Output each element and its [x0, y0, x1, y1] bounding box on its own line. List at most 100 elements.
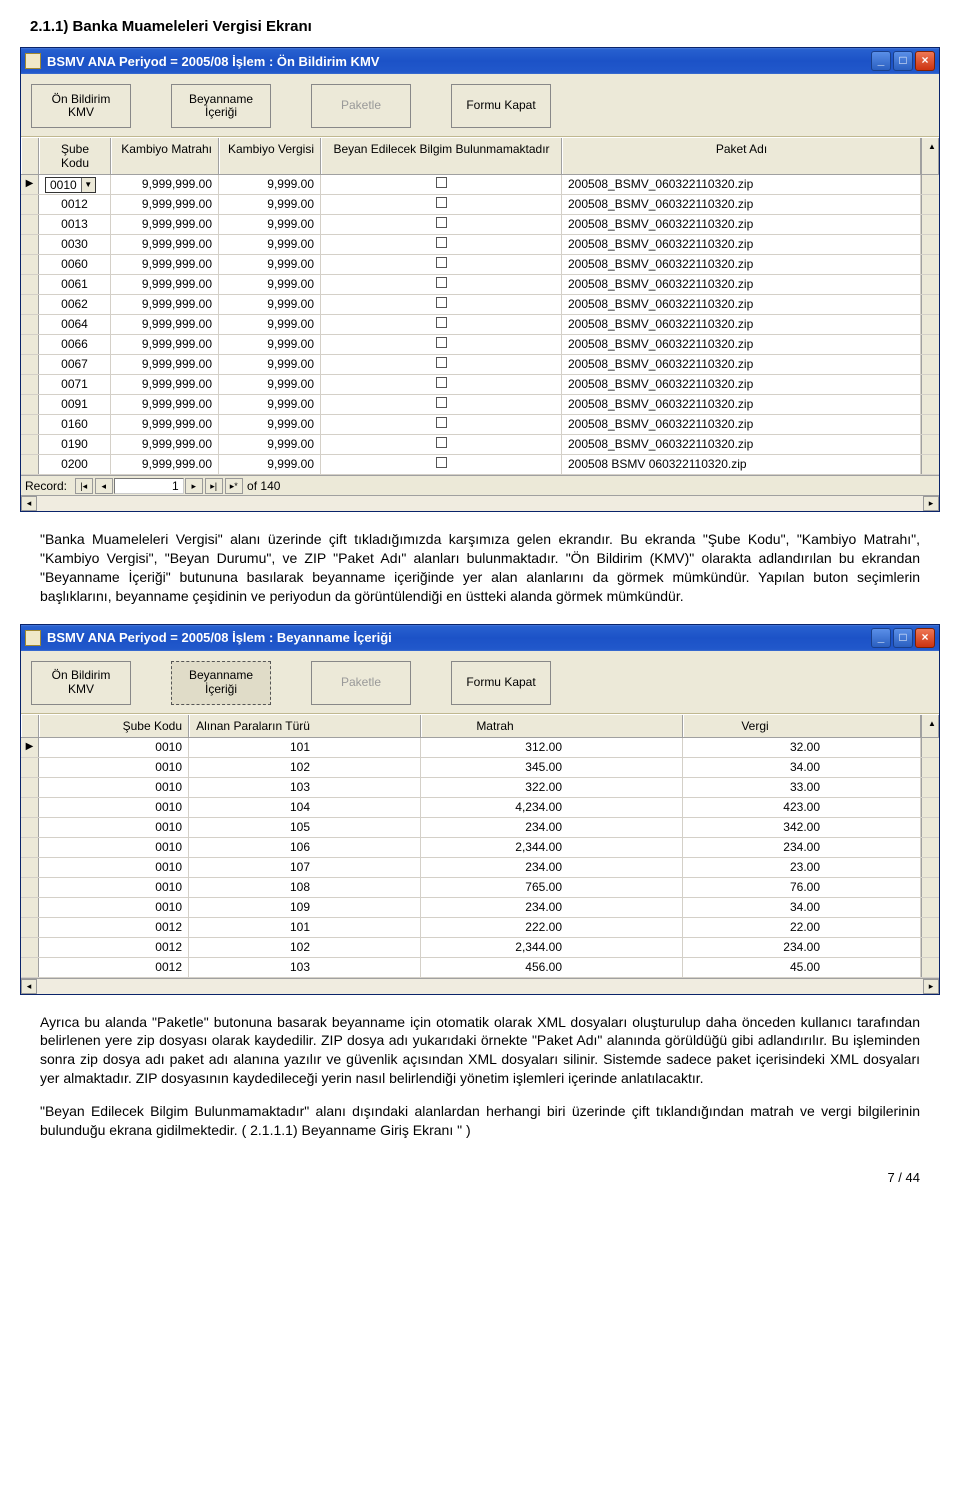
cell-sube-kodu[interactable]: 0010	[39, 878, 189, 897]
cell-kambiyo-matrahi[interactable]: 9,999,999.00	[111, 195, 219, 214]
cell-sube-kodu[interactable]: 0091	[39, 395, 111, 414]
minimize-button[interactable]: _	[871, 51, 891, 71]
cell-matrah[interactable]: 2,344.00	[421, 838, 683, 857]
cell-matrah[interactable]: 2,344.00	[421, 938, 683, 957]
cell-kambiyo-matrahi[interactable]: 9,999,999.00	[111, 255, 219, 274]
vscroll-track[interactable]	[921, 838, 939, 857]
cell-paket-adi[interactable]: 200508_BSMV_060322110320.zip	[562, 375, 921, 394]
table-row[interactable]: 00629,999,999.009,999.00200508_BSMV_0603…	[21, 295, 939, 315]
checkbox-icon[interactable]	[436, 417, 447, 428]
cell-vergi[interactable]: 342.00	[683, 818, 921, 837]
cell-kambiyo-matrahi[interactable]: 9,999,999.00	[111, 455, 219, 474]
nav-new-button[interactable]: ▸*	[225, 478, 243, 494]
vscroll-track[interactable]	[921, 958, 939, 977]
formu-kapat-button[interactable]: Formu Kapat	[451, 661, 551, 705]
cell-beyan-checkbox[interactable]	[321, 255, 562, 274]
checkbox-icon[interactable]	[436, 457, 447, 468]
vscroll-track[interactable]	[921, 375, 939, 394]
vscroll-track[interactable]	[921, 315, 939, 334]
cell-alinan-tur[interactable]: 107	[189, 858, 421, 877]
hscroll-left-button[interactable]: ◂	[21, 979, 37, 994]
cell-kambiyo-vergisi[interactable]: 9,999.00	[219, 275, 321, 294]
col-matrah[interactable]: Matrah	[421, 715, 683, 737]
cell-kambiyo-vergisi[interactable]: 9,999.00	[219, 375, 321, 394]
cell-sube-kodu[interactable]: 0012	[39, 938, 189, 957]
row-selector[interactable]	[21, 215, 39, 234]
cell-paket-adi[interactable]: 200508_BSMV_060322110320.zip	[562, 335, 921, 354]
cell-vergi[interactable]: 33.00	[683, 778, 921, 797]
cell-beyan-checkbox[interactable]	[321, 455, 562, 474]
cell-paket-adi[interactable]: 200508_BSMV_060322110320.zip	[562, 275, 921, 294]
minimize-button[interactable]: _	[871, 628, 891, 648]
row-selector[interactable]	[21, 758, 39, 777]
cell-beyan-checkbox[interactable]	[321, 375, 562, 394]
vscroll-track[interactable]	[921, 355, 939, 374]
cell-sube-kodu[interactable]: 0012	[39, 958, 189, 977]
vscroll-track[interactable]	[921, 938, 939, 957]
vscroll-track[interactable]	[921, 778, 939, 797]
cell-alinan-tur[interactable]: 109	[189, 898, 421, 917]
cell-kambiyo-vergisi[interactable]: 9,999.00	[219, 335, 321, 354]
close-button[interactable]: ×	[915, 51, 935, 71]
cell-sube-kodu[interactable]: 0061	[39, 275, 111, 294]
cell-beyan-checkbox[interactable]	[321, 235, 562, 254]
table-row[interactable]: 00719,999,999.009,999.00200508_BSMV_0603…	[21, 375, 939, 395]
h-scrollbar[interactable]: ◂ ▸	[21, 978, 939, 994]
cell-kambiyo-vergisi[interactable]: 9,999.00	[219, 175, 321, 194]
table-row[interactable]: 00619,999,999.009,999.00200508_BSMV_0603…	[21, 275, 939, 295]
row-selector[interactable]	[21, 255, 39, 274]
cell-beyan-checkbox[interactable]	[321, 175, 562, 194]
cell-alinan-tur[interactable]: 101	[189, 918, 421, 937]
cell-sube-kodu[interactable]: 0060	[39, 255, 111, 274]
cell-paket-adi[interactable]: 200508_BSMV_060322110320.zip	[562, 435, 921, 454]
row-selector[interactable]	[21, 355, 39, 374]
vscroll-track[interactable]	[921, 275, 939, 294]
cell-kambiyo-vergisi[interactable]: 9,999.00	[219, 295, 321, 314]
nav-last-button[interactable]: ▸|	[205, 478, 223, 494]
paketle-button[interactable]: Paketle	[311, 661, 411, 705]
cell-kambiyo-matrahi[interactable]: 9,999,999.00	[111, 335, 219, 354]
cell-kambiyo-matrahi[interactable]: 9,999,999.00	[111, 395, 219, 414]
cell-matrah[interactable]: 345.00	[421, 758, 683, 777]
cell-vergi[interactable]: 34.00	[683, 758, 921, 777]
vscroll-track[interactable]	[921, 235, 939, 254]
cell-sube-kodu[interactable]: 0010	[39, 818, 189, 837]
cell-kambiyo-vergisi[interactable]: 9,999.00	[219, 235, 321, 254]
row-selector[interactable]	[21, 798, 39, 817]
cell-kambiyo-vergisi[interactable]: 9,999.00	[219, 395, 321, 414]
table-row[interactable]: 0010102345.0034.00	[21, 758, 939, 778]
cell-alinan-tur[interactable]: 108	[189, 878, 421, 897]
cell-matrah[interactable]: 234.00	[421, 818, 683, 837]
row-selector[interactable]	[21, 335, 39, 354]
row-selector[interactable]	[21, 415, 39, 434]
close-button[interactable]: ×	[915, 628, 935, 648]
cell-kambiyo-matrahi[interactable]: 9,999,999.00	[111, 415, 219, 434]
cell-sube-kodu[interactable]: 0012	[39, 918, 189, 937]
row-selector[interactable]	[21, 435, 39, 454]
table-row[interactable]: 0010108765.0076.00	[21, 878, 939, 898]
cell-matrah[interactable]: 234.00	[421, 898, 683, 917]
cell-kambiyo-vergisi[interactable]: 9,999.00	[219, 195, 321, 214]
cell-paket-adi[interactable]: 200508_BSMV_060322110320.zip	[562, 235, 921, 254]
checkbox-icon[interactable]	[436, 297, 447, 308]
vscroll-track[interactable]	[921, 858, 939, 877]
cell-beyan-checkbox[interactable]	[321, 335, 562, 354]
cell-sube-kodu[interactable]: 0010	[39, 778, 189, 797]
cell-paket-adi[interactable]: 200508_BSMV_060322110320.zip	[562, 395, 921, 414]
cell-alinan-tur[interactable]: 105	[189, 818, 421, 837]
cell-paket-adi[interactable]: 200508_BSMV_060322110320.zip	[562, 415, 921, 434]
cell-paket-adi[interactable]: 200508_BSMV_060322110320.zip	[562, 195, 921, 214]
cell-sube-kodu[interactable]: 0062	[39, 295, 111, 314]
table-row[interactable]: 0010103322.0033.00	[21, 778, 939, 798]
table-row[interactable]: 0010105234.00342.00	[21, 818, 939, 838]
row-selector[interactable]	[21, 778, 39, 797]
cell-vergi[interactable]: 234.00	[683, 938, 921, 957]
row-selector[interactable]: ▶	[21, 738, 39, 757]
cell-beyan-checkbox[interactable]	[321, 355, 562, 374]
cell-sube-kodu[interactable]: 0013	[39, 215, 111, 234]
cell-beyan-checkbox[interactable]	[321, 295, 562, 314]
checkbox-icon[interactable]	[436, 257, 447, 268]
cell-matrah[interactable]: 456.00	[421, 958, 683, 977]
table-row[interactable]: 0010107234.0023.00	[21, 858, 939, 878]
maximize-button[interactable]: □	[893, 628, 913, 648]
